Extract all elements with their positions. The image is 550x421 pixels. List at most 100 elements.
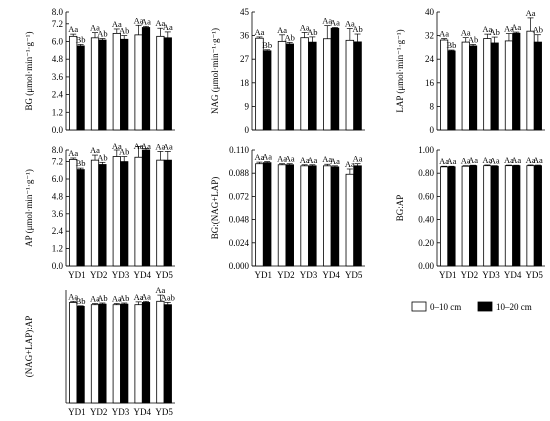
- bar-shallow: [483, 165, 492, 267]
- category-label: YD5: [155, 407, 173, 417]
- y-tick-label: 32: [425, 31, 434, 41]
- y-tick-label: 27: [240, 54, 250, 64]
- significance-label: Aa: [330, 156, 340, 166]
- significance-label: Bb: [76, 158, 86, 168]
- significance-label: Bb: [447, 40, 457, 50]
- bar-shallow: [504, 165, 514, 267]
- legend-label: 0–10 cm: [430, 302, 461, 312]
- significance-label: Aa: [277, 25, 287, 35]
- y-tick-label: 0.048: [229, 215, 250, 225]
- category-label: YD1: [68, 407, 86, 417]
- significance-label: Ab: [468, 34, 478, 44]
- significance-label: Aa: [285, 154, 295, 164]
- significance-label: Aa: [461, 156, 471, 166]
- significance-label: Aa: [68, 148, 78, 158]
- category-label: YD5: [525, 270, 543, 280]
- significance-label: Ab: [119, 26, 129, 36]
- significance-label: Ab: [119, 293, 129, 303]
- bar-shallow: [134, 304, 143, 404]
- bar-shallow: [504, 40, 514, 131]
- y-tick-label: 18: [240, 78, 250, 88]
- bar-deep: [512, 32, 521, 131]
- bar-deep: [120, 38, 129, 131]
- y-tick-label: 0.00: [418, 261, 434, 271]
- significance-label: Aa: [90, 294, 100, 304]
- chart-panel-7: (NAG+LAP):APAaBbYD1AaAbYD2AaAbYD3AaAaYD4…: [24, 285, 175, 417]
- category-label: YD3: [112, 407, 130, 417]
- category-label: YD1: [255, 270, 273, 280]
- y-tick-label: 0.088: [229, 168, 250, 178]
- bar-deep: [447, 166, 456, 267]
- bar-deep: [468, 165, 478, 267]
- y-tick-label: 8.0: [52, 145, 64, 155]
- bar-deep: [308, 41, 317, 131]
- significance-label: Aa: [504, 155, 514, 165]
- significance-label: Bb: [76, 296, 86, 306]
- bar-deep: [262, 162, 272, 267]
- significance-label: Ab: [97, 152, 107, 162]
- significance-label: Aa: [300, 22, 310, 32]
- bar-deep: [262, 50, 272, 131]
- y-tick-label: 0.20: [418, 238, 434, 248]
- category-label: YD3: [112, 270, 130, 280]
- legend-label: 10–20 cm: [496, 302, 532, 312]
- significance-label: Aa: [300, 155, 310, 165]
- bar-deep: [533, 41, 542, 131]
- category-label: YD3: [482, 270, 500, 280]
- significance-label: Ab: [533, 25, 543, 35]
- bar-deep: [98, 164, 107, 267]
- significance-label: Aa: [141, 291, 151, 301]
- significance-label: Aa: [345, 19, 355, 29]
- significance-label: Aa: [322, 154, 332, 164]
- significance-label: Aa: [163, 141, 173, 151]
- significance-label: Aa: [68, 24, 78, 34]
- y-tick-label: 0.110: [229, 145, 249, 155]
- bar-deep: [141, 27, 151, 131]
- y-tick-label: 7.2: [52, 19, 63, 29]
- significance-label: Aa: [353, 154, 363, 164]
- bar-shallow: [461, 165, 470, 267]
- significance-label: Aa: [490, 156, 500, 166]
- bar-deep: [163, 304, 172, 404]
- significance-label: Bb: [76, 34, 86, 44]
- significance-label: Aa: [330, 17, 340, 27]
- y-tick-label: 24: [425, 54, 435, 64]
- significance-label: Aa: [163, 22, 173, 32]
- significance-label: Aa: [112, 294, 122, 304]
- y-tick-label: 1.00: [418, 145, 434, 155]
- bar-deep: [76, 169, 85, 267]
- category-label: YD1: [68, 270, 86, 280]
- y-tick-label: 36: [240, 31, 250, 41]
- bar-deep: [285, 164, 294, 267]
- bar-shallow: [90, 304, 100, 404]
- y-tick-label: 8.0: [52, 7, 64, 17]
- significance-label: Aa: [307, 155, 317, 165]
- bar-shallow: [134, 34, 143, 131]
- bar-shallow: [255, 37, 264, 131]
- bar-deep: [98, 39, 107, 131]
- bar-shallow: [300, 37, 309, 131]
- significance-label: Aa: [155, 141, 165, 151]
- significance-label: Aa: [526, 155, 536, 165]
- bar-deep: [120, 303, 129, 404]
- y-tick-label: 3.6: [52, 209, 64, 219]
- significance-label: Aa: [461, 28, 471, 38]
- bar-shallow: [90, 37, 100, 131]
- y-axis-title: BG:AP: [395, 195, 405, 222]
- category-label: YD4: [504, 270, 522, 280]
- y-tick-label: 0.072: [229, 191, 249, 201]
- bar-shallow: [156, 159, 165, 267]
- y-tick-label: 1.2: [52, 107, 63, 117]
- legend: 0–10 cm 10–20 cm: [411, 301, 532, 312]
- bar-deep: [141, 302, 151, 404]
- bar-shallow: [69, 35, 78, 131]
- significance-label: Aa: [482, 155, 492, 165]
- y-tick-label: 2.4: [52, 90, 64, 100]
- bar-deep: [76, 45, 85, 131]
- chart-panel-1: 0.0 1.2 2.4 3.6 4.8 6.0 7.2 8.0 BG (μmol·min⁻¹·g…: [24, 7, 175, 135]
- y-tick-label: 16: [425, 78, 435, 88]
- bar-shallow: [461, 41, 470, 131]
- bar-deep: [353, 41, 362, 131]
